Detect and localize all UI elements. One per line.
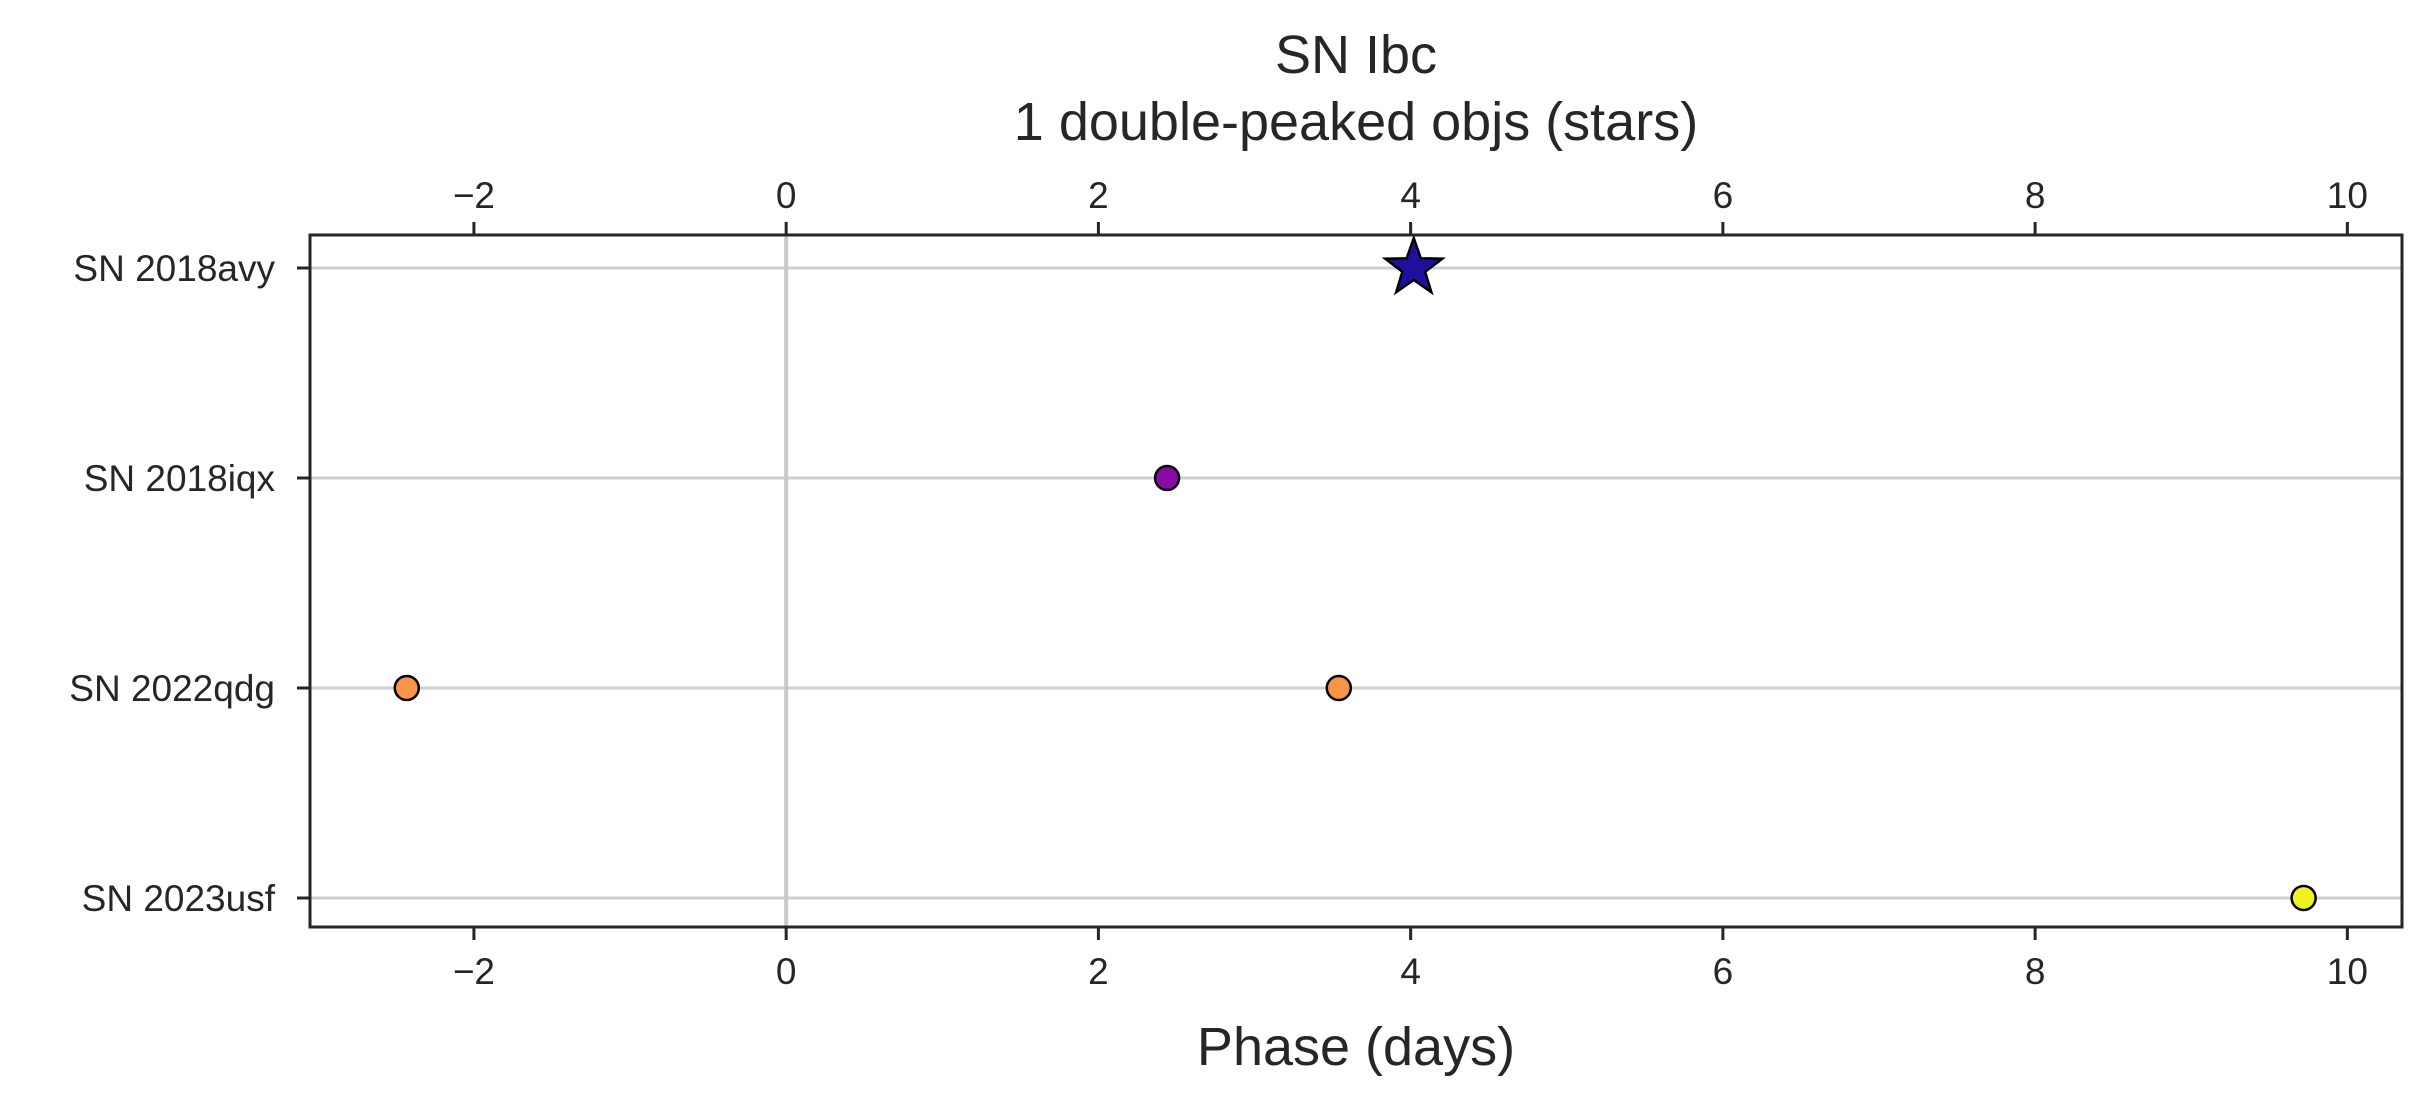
x-axis-bottom: −2 0 2 4 6 8 10 [453,927,2368,992]
x-axis-top: −2 0 2 4 6 8 10 [453,175,2368,235]
y-axis: SN 2018avy SN 2018iqx SN 2022qdg SN 2023usf [69,248,310,919]
circle-marker [2290,884,2317,912]
star-marker [1381,234,1446,296]
x-tick-label: 0 [776,951,797,992]
x-tick-label: 2 [1088,951,1109,992]
y-tick-label: SN 2018avy [73,248,275,289]
circle-marker [1325,674,1353,702]
y-tick-label: SN 2022qdg [69,668,275,709]
grid-lines [310,266,2402,900]
circle-marker [393,674,421,702]
x-tick-label-top: 10 [2327,175,2368,216]
x-tick-label: 10 [2327,951,2368,992]
y-tick-label: SN 2023usf [82,878,276,919]
x-tick-label-top: 2 [1088,175,1109,216]
x-tick-label: −2 [453,951,495,992]
x-tick-label: 4 [1400,951,1421,992]
circle-marker [1153,464,1181,492]
x-tick-label-top: 4 [1400,175,1421,216]
y-tick-label: SN 2018iqx [84,458,276,499]
x-tick-label-top: 6 [1713,175,1734,216]
plot-frame [308,233,2404,929]
x-tick-label-top: 8 [2025,175,2046,216]
x-tick-label-top: −2 [453,175,495,216]
x-axis-label: Phase (days) [1197,1017,1515,1077]
chart-subtitle: 1 double-peaked objs (stars) [1014,92,1698,152]
chart-title: SN Ibc [1275,25,1437,85]
data-points [393,234,2317,912]
x-tick-label-top: 0 [776,175,797,216]
x-tick-label: 8 [2025,951,2046,992]
x-tick-label: 6 [1713,951,1734,992]
